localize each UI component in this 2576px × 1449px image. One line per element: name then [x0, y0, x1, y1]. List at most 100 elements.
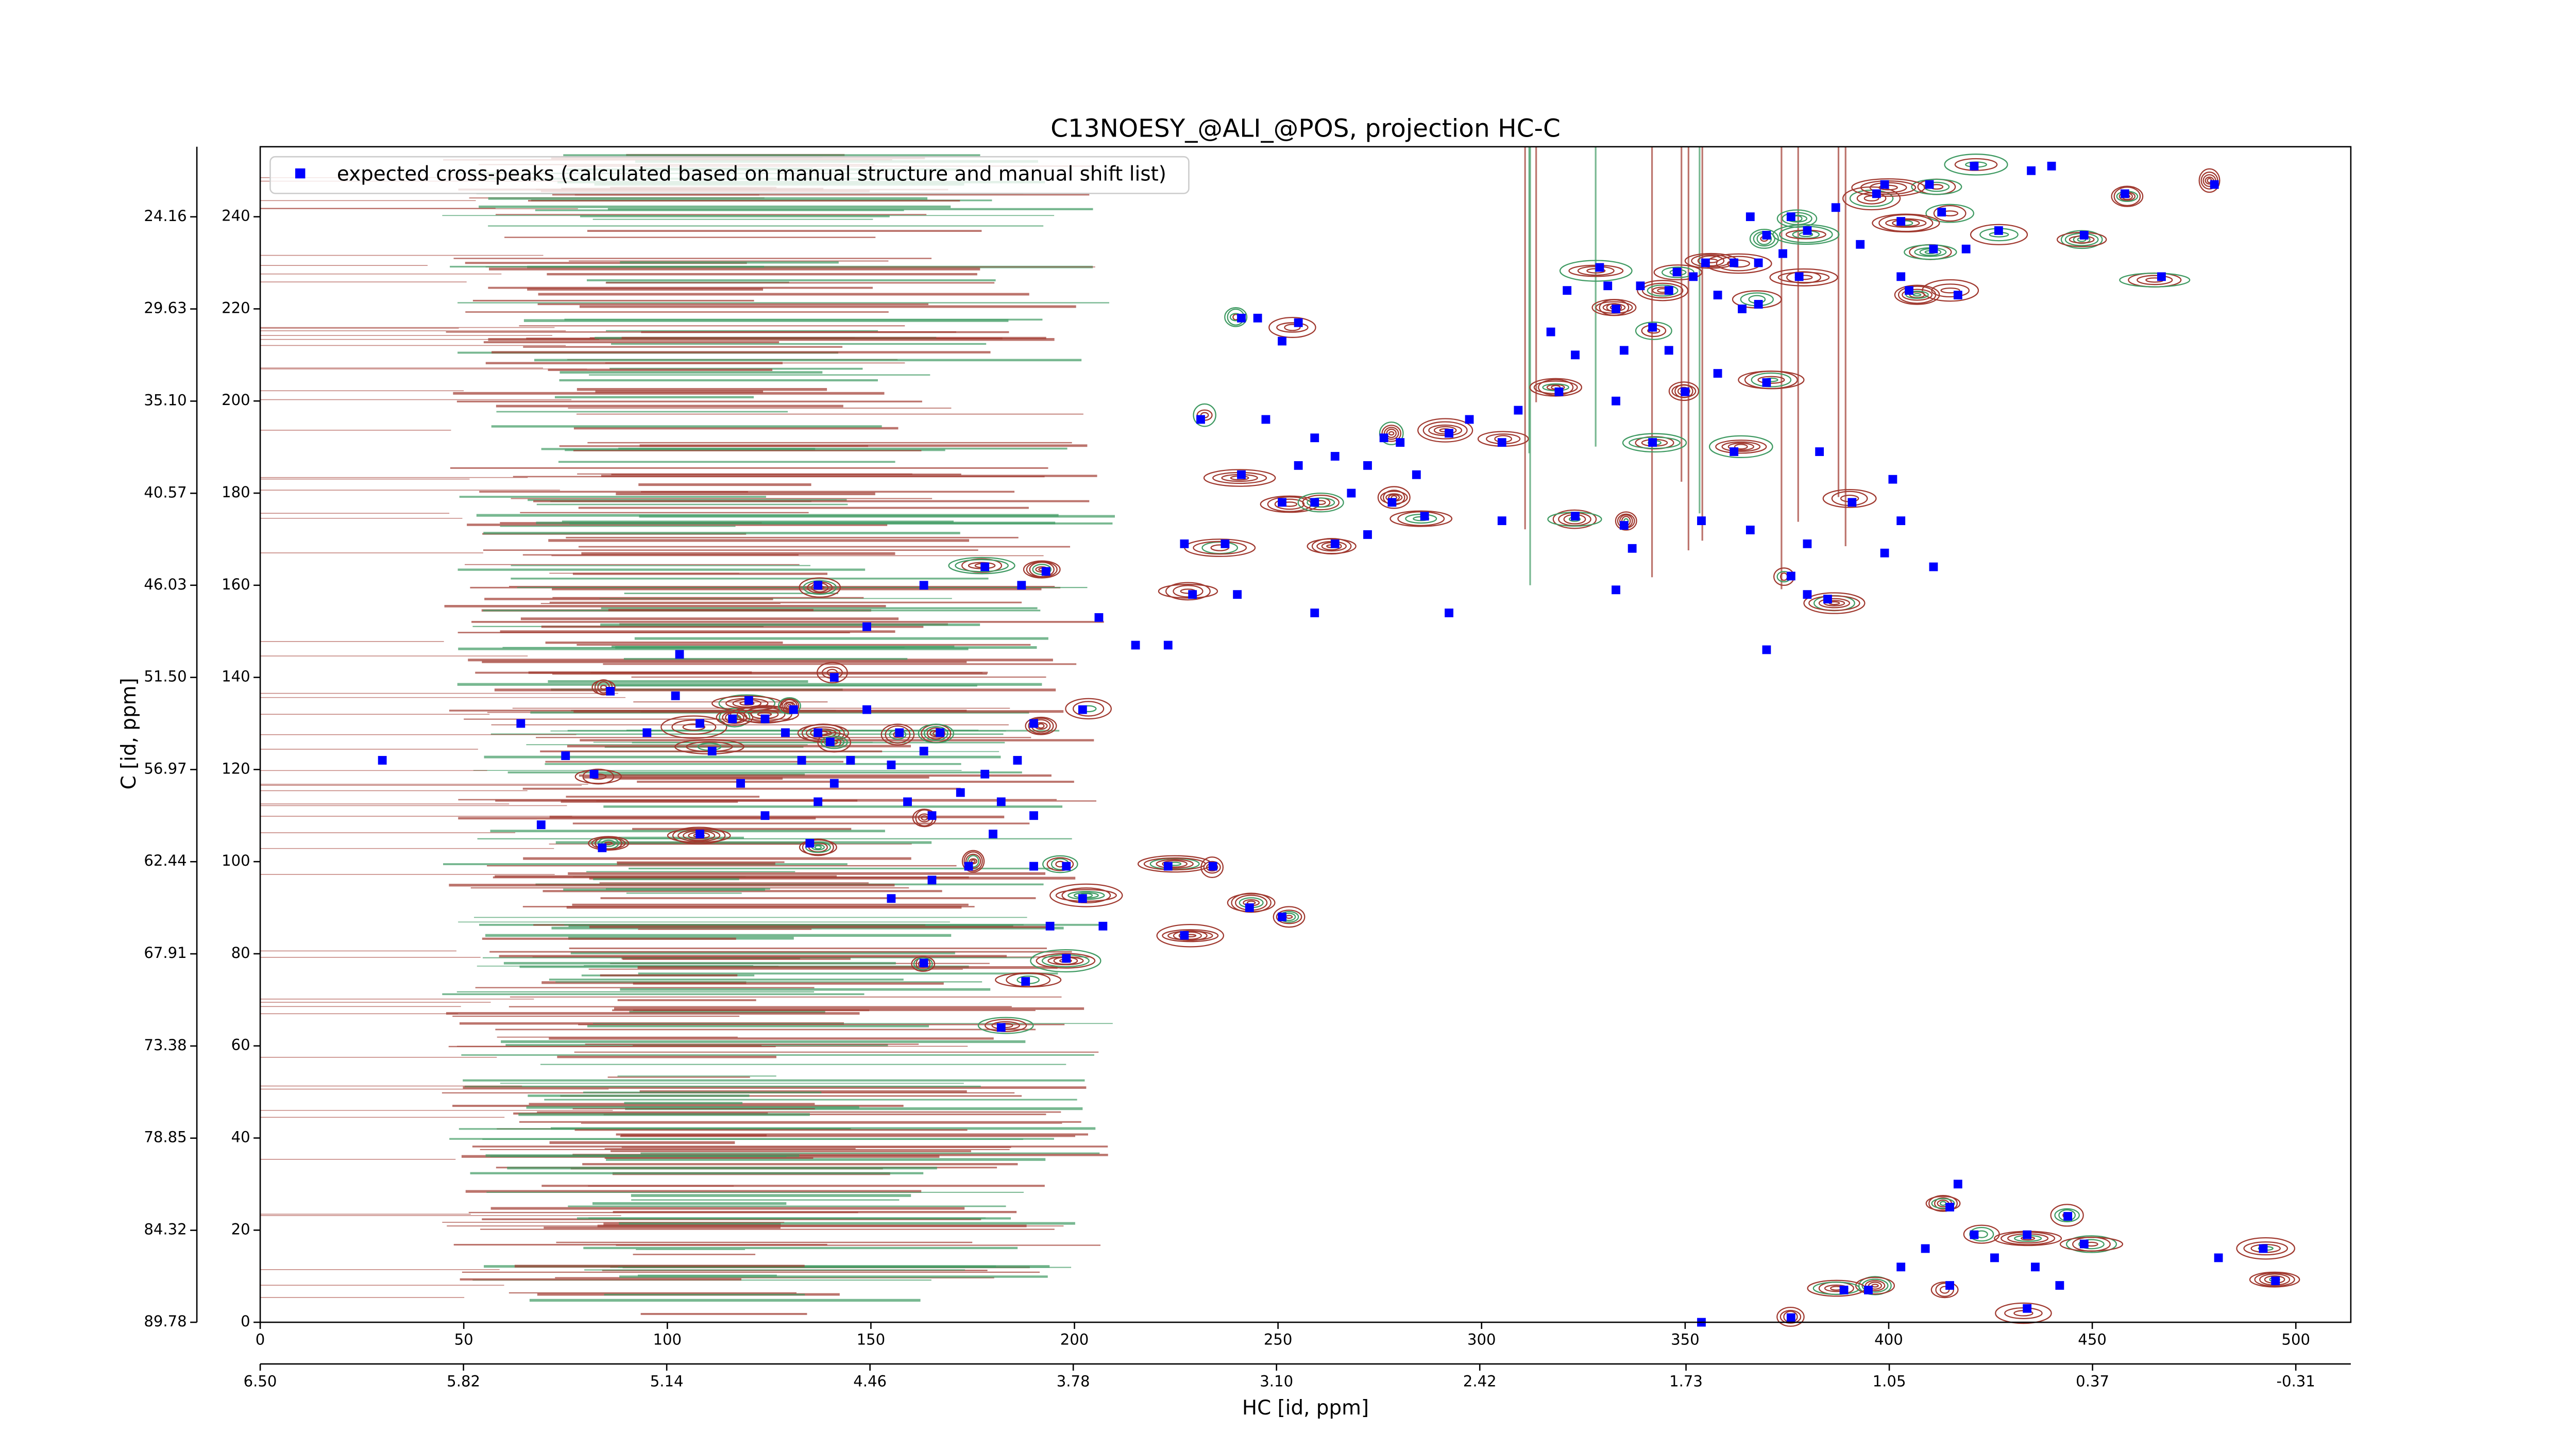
cross-peak	[2259, 1244, 2268, 1253]
contour-ring	[1049, 883, 1123, 907]
cross-peak	[919, 958, 928, 968]
y2-tick-label: 46.03	[144, 576, 187, 593]
contour-ring	[1812, 1282, 1860, 1295]
cross-peak	[1497, 438, 1506, 447]
cross-peak	[1905, 286, 1913, 295]
contour-ring	[604, 841, 613, 846]
cross-peak	[1803, 226, 1812, 235]
contour-ring	[1697, 255, 1725, 266]
contour-ring	[1203, 469, 1276, 487]
x-tick-label: 50	[454, 1331, 473, 1349]
y-tick-label: 160	[222, 576, 250, 593]
cross-peak	[1713, 369, 1722, 378]
cross-peak	[887, 894, 896, 903]
cross-peak	[1029, 862, 1038, 871]
contour-ring	[820, 735, 848, 749]
cross-peak	[862, 622, 871, 631]
legend-label: expected cross-peaks (calculated based o…	[337, 162, 1166, 186]
cross-peak	[1595, 263, 1604, 272]
cross-peak	[805, 838, 815, 848]
y2-tick-label: 84.32	[144, 1221, 187, 1238]
contour-ring	[918, 723, 954, 744]
contour-ring	[1178, 931, 1202, 940]
contour-ring	[802, 838, 834, 856]
cross-peak	[1762, 230, 1771, 240]
contour-ring	[1930, 1281, 1959, 1299]
contour-ring	[2236, 1237, 2296, 1260]
cross-peak	[1571, 350, 1580, 360]
cross-peak	[1619, 521, 1629, 530]
cross-peak	[1041, 567, 1050, 576]
contour-ring	[1167, 930, 1213, 941]
x-tick-label: 100	[653, 1331, 682, 1349]
cross-peak	[1990, 1253, 1999, 1262]
contour-ring	[2137, 275, 2173, 285]
contour-ring	[1909, 291, 1925, 298]
cross-peak	[1497, 516, 1506, 526]
contour-ring	[911, 956, 936, 972]
contour-ring	[926, 727, 945, 740]
cross-peak	[1896, 1262, 1906, 1272]
contour-ring	[1622, 433, 1687, 453]
contour-ring	[1025, 716, 1057, 735]
contour-ring	[1156, 859, 1194, 869]
x2-tick-label: -0.31	[2276, 1373, 2315, 1390]
contour-ring	[2065, 1235, 2117, 1253]
contour-ring	[2243, 1241, 2288, 1256]
cross-peak	[2271, 1276, 2280, 1286]
cross-peak	[1921, 1244, 1930, 1253]
points	[378, 161, 2280, 1327]
cross-peak	[728, 714, 737, 723]
contour-ring	[1885, 218, 1927, 228]
y-tick-label: 140	[222, 668, 250, 685]
cross-peak	[1465, 415, 1474, 424]
cross-peak	[1762, 378, 1771, 387]
contour-ring	[797, 724, 849, 743]
cross-peak	[1017, 581, 1026, 590]
cross-peak	[642, 728, 652, 737]
y-tick-label: 100	[222, 852, 250, 869]
contour-ring	[969, 858, 978, 865]
cross-peak	[1261, 415, 1270, 424]
cross-peak	[927, 811, 937, 820]
contour-ring	[1905, 291, 1929, 299]
y2-tick-label: 40.57	[144, 483, 187, 501]
contour-ring	[719, 707, 751, 728]
cross-peak	[2023, 1304, 2032, 1313]
contour-ring	[1803, 592, 1866, 614]
contour-ring	[667, 828, 731, 843]
cross-peak	[2210, 180, 2219, 189]
cross-peak	[1803, 590, 1812, 599]
contour-ring	[2254, 1272, 2295, 1287]
cross-peak	[1815, 447, 1824, 456]
contour-ring	[1036, 953, 1096, 969]
cross-peak	[2079, 1239, 2089, 1249]
cross-peak	[1628, 544, 1637, 553]
cross-peak	[1953, 1180, 1962, 1189]
contour-ring	[1749, 228, 1779, 249]
y2-tick-label: 62.44	[144, 852, 187, 869]
contour-ring	[1377, 486, 1411, 509]
contour-ring	[1925, 1195, 1961, 1211]
cross-peak	[1896, 516, 1906, 526]
cross-peak	[1245, 903, 1254, 912]
cross-peak	[1970, 161, 1979, 171]
cross-peak	[696, 830, 704, 838]
cross-peak	[1681, 387, 1690, 396]
contour-ring	[1162, 860, 1188, 868]
contour-ring	[1193, 403, 1216, 427]
contour-ring	[1637, 280, 1689, 301]
contour-ring	[1193, 541, 1247, 555]
cross-peak	[862, 705, 871, 714]
cross-peak	[1745, 526, 1755, 534]
contour-ring	[1162, 929, 1219, 942]
contour-ring	[971, 859, 976, 863]
contour-ring	[1912, 293, 1922, 297]
contour-ring	[1389, 510, 1453, 527]
y-tick-label: 220	[222, 299, 250, 316]
cross-peak	[1831, 203, 1840, 212]
cross-peak	[1929, 244, 1938, 254]
contour-ring	[1552, 509, 1597, 529]
